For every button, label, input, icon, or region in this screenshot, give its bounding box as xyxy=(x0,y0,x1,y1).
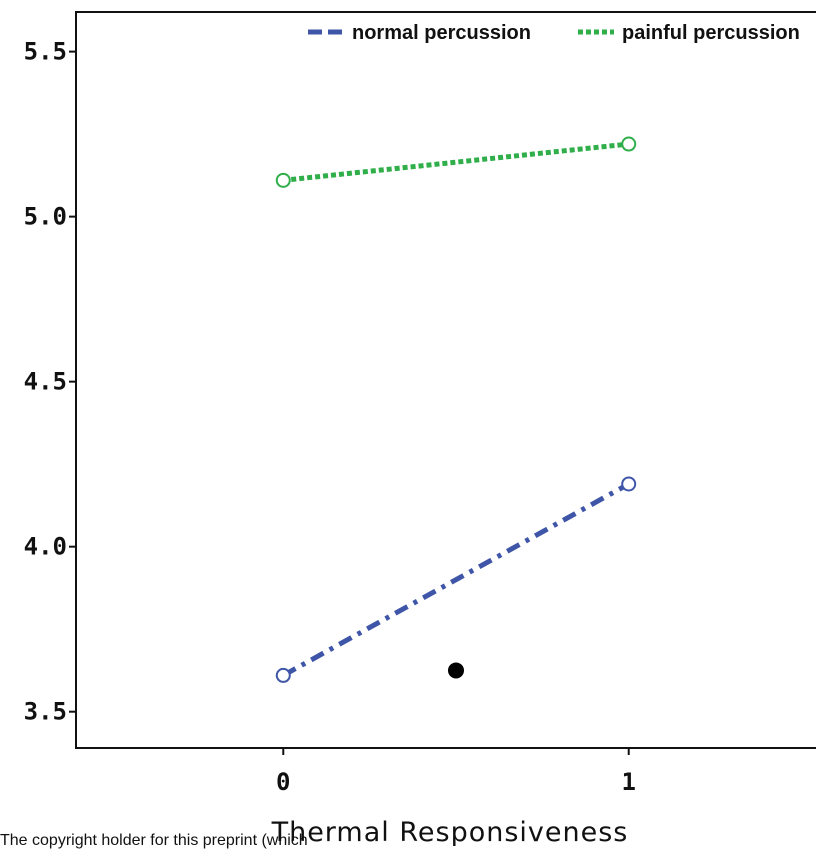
data-point xyxy=(275,172,291,188)
legend: normal percussion painful percussion xyxy=(308,22,800,44)
y-tick-label: 4.0 xyxy=(24,533,67,561)
y-tick-label: 5.0 xyxy=(24,203,67,231)
annotation-layer xyxy=(448,662,464,679)
series-line xyxy=(282,481,630,678)
footer-note: The copyright holder for this preprint (… xyxy=(0,832,308,849)
data-point xyxy=(621,136,637,152)
y-tick-label: 5.5 xyxy=(24,38,67,66)
y-tick-label: 4.5 xyxy=(24,368,67,396)
legend-label: painful percussion xyxy=(622,22,800,44)
x-tick-label: 1 xyxy=(622,768,636,796)
series-layer xyxy=(275,136,637,683)
x-axis-label: Thermal Responsiveness xyxy=(271,817,629,846)
data-point xyxy=(275,667,291,683)
annotation-point xyxy=(448,662,464,679)
legend-label: normal percussion xyxy=(352,22,531,44)
y-axis: 3.5 4.0 4.5 5.0 5.5 xyxy=(24,38,76,726)
series-0 xyxy=(275,476,637,683)
series-1 xyxy=(275,136,637,188)
x-tick-label: 0 xyxy=(276,768,290,796)
plot-frame xyxy=(75,11,816,749)
data-point xyxy=(621,476,637,492)
series-line xyxy=(283,141,629,183)
y-tick-label: 3.5 xyxy=(24,698,67,726)
